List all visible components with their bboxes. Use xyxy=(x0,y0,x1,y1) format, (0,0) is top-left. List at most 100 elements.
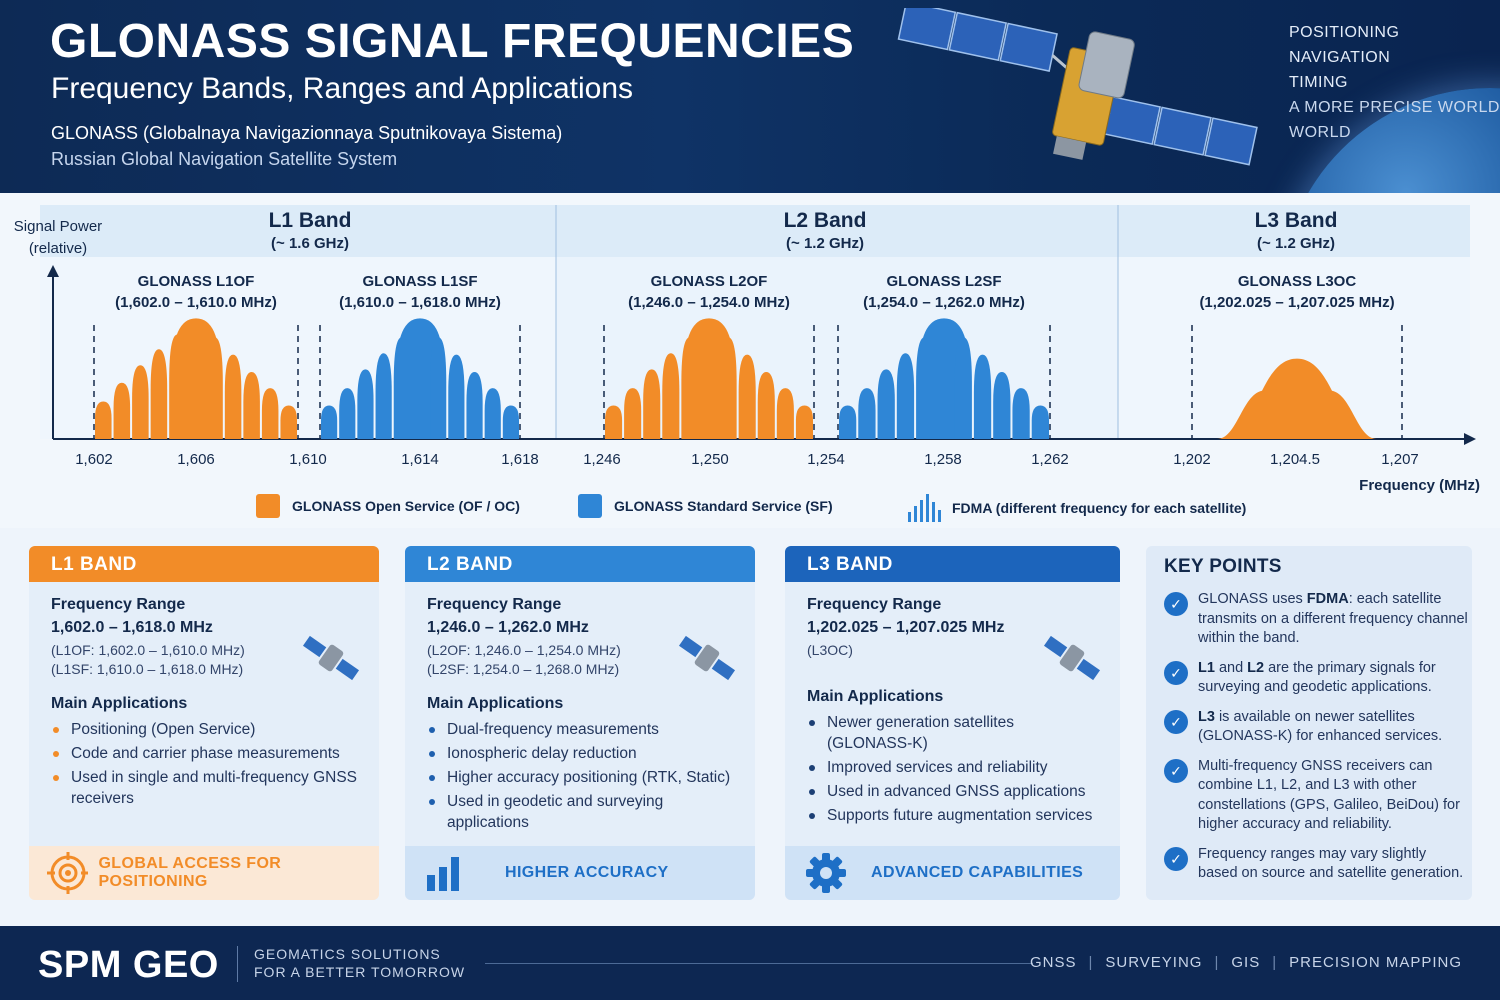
signal-lobe xyxy=(466,372,483,439)
signal-lobe xyxy=(605,405,623,439)
key-point: ✓ GLONASS uses FDMA: each satellite tran… xyxy=(1164,590,1469,649)
band-header-bg xyxy=(40,205,556,257)
signal-lobe xyxy=(448,354,465,439)
signal-lobe xyxy=(206,337,223,439)
list-item: Code and carrier phase measurements xyxy=(51,743,366,764)
signal-lobe xyxy=(795,405,813,439)
brand-tagline: GEOMATICS SOLUTIONS FOR A BETTER TOMORRO… xyxy=(254,946,466,980)
system-description: Russian Global Navigation Satellite Syst… xyxy=(51,149,398,169)
signal-lobe xyxy=(339,388,356,439)
signal-name: GLONASS L3OC xyxy=(1238,273,1357,290)
signal-lobe xyxy=(261,388,279,439)
signal-lobe xyxy=(95,401,112,439)
tagline-line: NAVIGATION xyxy=(1289,49,1391,66)
signal-lobe xyxy=(973,354,992,439)
footer-link-precision-mapping[interactable]: PRECISION MAPPING xyxy=(1289,954,1462,971)
band-name: L3 Band xyxy=(1255,209,1338,232)
tagline-line: WORLD xyxy=(1289,124,1352,141)
applications-title: Main Applications xyxy=(807,688,944,705)
legend-label-open: GLONASS Open Service (OF / OC) xyxy=(292,498,520,514)
key-point: ✓ Frequency ranges may vary slightly bas… xyxy=(1164,845,1469,884)
signal-lobe xyxy=(502,405,519,439)
frequency-note: (L1OF: 1,602.0 – 1,610.0 MHz) xyxy=(51,642,245,658)
gear-icon xyxy=(806,853,846,893)
footer-link-gnss[interactable]: GNSS xyxy=(1029,954,1077,971)
x-tick-label: 1,606 xyxy=(177,451,215,468)
signal-range: (1,254.0 – 1,262.0 MHz) xyxy=(863,294,1025,311)
signal-lobe xyxy=(643,369,661,439)
signal-lobe xyxy=(280,405,297,439)
footer-link-gis[interactable]: GIS xyxy=(1231,954,1261,971)
x-tick-label: 1,602 xyxy=(75,451,113,468)
band-name: L1 Band xyxy=(269,209,352,232)
signal-lobe xyxy=(858,388,876,439)
footer-bar: SPM GEO GEOMATICS SOLUTIONS FOR A BETTER… xyxy=(0,926,1500,1000)
signal-range: (1,602.0 – 1,610.0 MHz) xyxy=(115,294,277,311)
frequency-range-value: 1,602.0 – 1,618.0 MHz xyxy=(51,619,213,636)
y-axis-arrow xyxy=(47,265,59,277)
satellite-icon xyxy=(1043,635,1101,681)
card-header: L1 BAND xyxy=(29,546,379,582)
signal-name: GLONASS L2SF xyxy=(886,273,1001,290)
signal-lobe xyxy=(1031,405,1049,439)
x-tick-label: 1,202 xyxy=(1173,451,1211,468)
band-header-bg xyxy=(556,205,1118,257)
list-item: Ionospheric delay reduction xyxy=(427,743,742,764)
frequency-note: (L3OC) xyxy=(807,642,853,658)
legend-open-service: GLONASS Open Service (OF / OC) xyxy=(256,494,520,518)
legend-swatch-open xyxy=(256,494,280,518)
legend-fdma: FDMA (different frequency for each satel… xyxy=(906,494,1246,522)
frequency-note: (L1SF: 1,610.0 – 1,618.0 MHz) xyxy=(51,661,244,677)
list-item: Improved services and reliability xyxy=(807,757,1097,778)
legend-label-fdma: FDMA (different frequency for each satel… xyxy=(952,500,1247,516)
x-tick-label: 1,258 xyxy=(924,451,962,468)
divider xyxy=(237,946,238,982)
applications-title: Main Applications xyxy=(427,695,564,712)
frequency-note: (L2SF: 1,254.0 – 1,268.0 MHz) xyxy=(427,661,620,677)
check-icon: ✓ xyxy=(1164,592,1188,616)
list-item: Dual-frequency measurements xyxy=(427,719,742,740)
x-tick-label: 1,207 xyxy=(1381,451,1419,468)
signal-name: GLONASS L1OF xyxy=(138,273,255,290)
y-axis-label: Signal Power xyxy=(14,218,102,235)
card-footer-label: ADVANCED CAPABILITIES xyxy=(871,864,1084,881)
frequency-range-value: 1,246.0 – 1,262.0 MHz xyxy=(427,619,589,636)
header-banner: GLONASS SIGNAL FREQUENCIES Frequency Ban… xyxy=(0,0,1500,193)
band-approx: (~ 1.6 GHz) xyxy=(271,235,349,252)
signal-lobe xyxy=(243,372,260,439)
frequency-chart-area: L1 Band (~ 1.6 GHz) L2 Band (~ 1.2 GHz) L3 B… xyxy=(0,193,1500,528)
y-axis-label: (relative) xyxy=(29,240,87,257)
glonass-acronym: GLONASS (Globalnaya Navigazionnaya Sputn… xyxy=(51,123,563,143)
signal-lobe xyxy=(757,372,775,439)
x-tick-label: 1,204.5 xyxy=(1270,451,1320,468)
footer-links: GNSS | SURVEYING | GIS | PRECISION MAPPING xyxy=(1029,954,1462,971)
applications-list: Positioning (Open Service) Code and carr… xyxy=(51,719,379,809)
x-axis-arrow xyxy=(1464,433,1476,445)
x-tick-label: 1,246 xyxy=(583,451,621,468)
fdma-icon xyxy=(908,494,941,522)
list-item: Higher accuracy positioning (RTK, Static… xyxy=(427,767,742,788)
signal-lobe xyxy=(877,369,895,439)
check-icon: ✓ xyxy=(1164,758,1188,783)
x-tick-label: 1,614 xyxy=(401,451,439,468)
list-item: Supports future augmentation services xyxy=(807,805,1097,826)
footer-link-surveying[interactable]: SURVEYING xyxy=(1105,954,1203,971)
applications-title: Main Applications xyxy=(51,695,188,712)
signal-lobe xyxy=(430,337,447,439)
card-footer: ADVANCED CAPABILITIES xyxy=(785,846,1120,900)
signal-lobe xyxy=(839,405,857,439)
card-footer-label: HIGHER ACCURACY xyxy=(505,864,669,881)
signal-lobe xyxy=(993,372,1011,439)
l3-band-card: L3 BAND Frequency Range 1,202.025 – 1,20… xyxy=(785,546,1120,900)
signal-lobe xyxy=(738,354,756,439)
list-item: Used in geodetic and surveying applicati… xyxy=(427,791,742,833)
l1-band-card: L1 BAND Frequency Range 1,602.0 – 1,618.… xyxy=(29,546,379,900)
signal-name: GLONASS L1SF xyxy=(362,273,477,290)
frequency-chart: L1 Band (~ 1.6 GHz) L2 Band (~ 1.2 GHz) L3 B… xyxy=(14,205,1480,494)
list-item: Used in advanced GNSS applications xyxy=(807,781,1097,802)
band-approx: (~ 1.2 GHz) xyxy=(1257,235,1335,252)
frequency-range-label: Frequency Range xyxy=(427,596,562,613)
x-tick-label: 1,262 xyxy=(1031,451,1069,468)
signal-lobe xyxy=(719,337,737,439)
l2-band-card: L2 BAND Frequency Range 1,246.0 – 1,262.… xyxy=(405,546,755,900)
